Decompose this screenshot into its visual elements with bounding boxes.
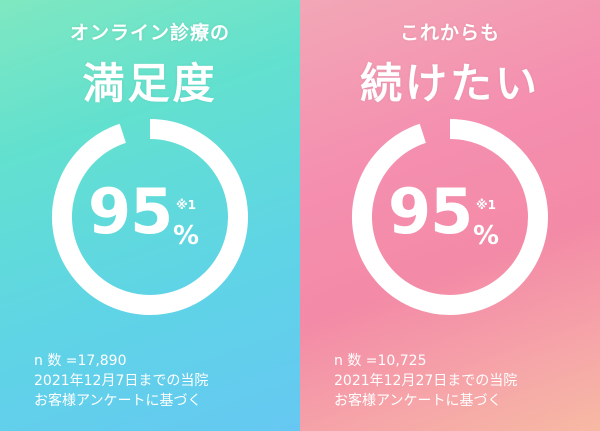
survey-date: 2021年12月7日までの当院 (34, 373, 209, 389)
percent-sign: % (173, 221, 200, 251)
footnotes: n 数 =17,890 2021年12月7日までの当院 お客様アンケートに基づく (34, 351, 208, 411)
footnotes: n 数 =10,725 2021年12月27日までの当院 お客様アンケートに基づ… (334, 351, 517, 411)
survey-basis: お客様アンケートに基づく (34, 393, 202, 409)
sample-size: n 数 =10,725 (334, 353, 427, 369)
panel-subtitle: オンライン診療の (69, 22, 230, 44)
progress-ring (352, 119, 548, 315)
panel-subtitle: これからも (399, 22, 500, 44)
progress-ring-arc (52, 119, 248, 315)
panel-title: 満足度 (82, 59, 218, 108)
percent-sign: % (473, 221, 500, 251)
progress-ring (52, 119, 248, 315)
survey-date: 2021年12月27日までの当院 (334, 373, 518, 389)
panel-title: 続けたい (359, 59, 540, 108)
survey-basis: お客様アンケートに基づく (334, 393, 502, 409)
footnote-mark: ※1 (176, 198, 197, 212)
satisfaction-panel: オンライン診療の 満足度 95 ※1 % n 数 =17,890 2021年12… (0, 0, 300, 431)
sample-size: n 数 =17,890 (34, 353, 127, 369)
progress-ring-arc (352, 119, 548, 315)
continue-panel: これからも 続けたい 95 ※1 % n 数 =10,725 2021年12月2… (300, 0, 600, 431)
footnote-mark: ※1 (476, 198, 497, 212)
percentage-value: 95 (88, 175, 173, 248)
percentage-value: 95 (388, 175, 473, 248)
